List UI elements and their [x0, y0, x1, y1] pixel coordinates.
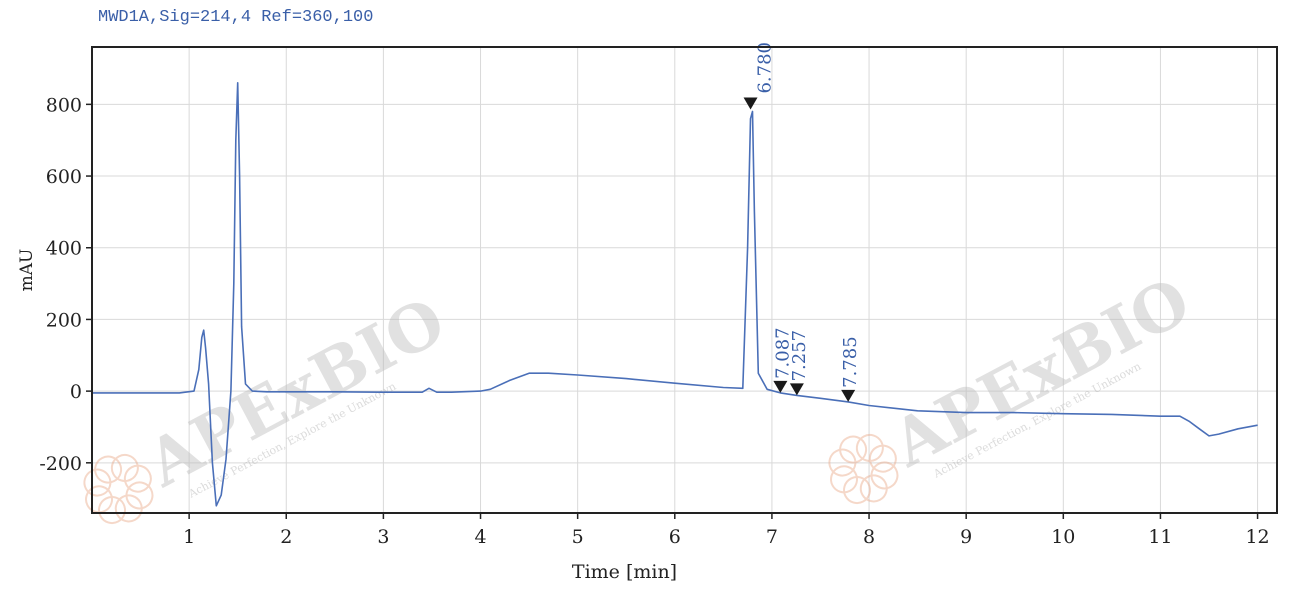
x-tick-label: 4: [474, 526, 486, 548]
watermark-petal: [868, 444, 897, 473]
peak-marker: [789, 383, 804, 396]
watermark-petal: [870, 461, 899, 490]
trace: [92, 82, 1258, 507]
peak-label: 7.087: [772, 327, 793, 379]
watermark-petal: [859, 474, 888, 503]
peak-label: 6.780: [755, 42, 776, 94]
watermark-petal: [830, 465, 859, 494]
watermark-petal: [125, 481, 154, 510]
y-tick-label: 600: [46, 166, 82, 188]
x-tick-label: 10: [1051, 526, 1075, 548]
watermark-petal: [828, 448, 857, 477]
signal-label: MWD1A,Sig=214,4 Ref=360,100: [98, 8, 374, 27]
y-tick-label: 200: [46, 309, 82, 331]
x-tick-label: 11: [1148, 526, 1172, 548]
x-tick-label: 5: [572, 526, 584, 548]
watermark-petal: [85, 485, 114, 514]
y-tick-label: 0: [70, 381, 82, 403]
peak-label: 7.785: [840, 336, 861, 388]
watermark-petal: [94, 455, 123, 484]
x-tick-label: 9: [960, 526, 972, 548]
x-tick-label: 1: [183, 526, 195, 548]
watermark-petal: [114, 494, 143, 523]
y-axis-label: mAU: [17, 249, 37, 292]
peak-marker: [743, 97, 758, 110]
watermark-petal: [839, 435, 868, 464]
y-tick-label: 800: [46, 94, 82, 116]
y-tick-label: 400: [46, 238, 82, 260]
x-tick-label: 7: [766, 526, 778, 548]
watermark-petal: [110, 453, 139, 482]
x-tick-label: 8: [863, 526, 875, 548]
watermark-petal: [855, 433, 884, 462]
watermark-petal: [123, 464, 152, 493]
watermark-petal: [843, 476, 872, 505]
grid: [92, 47, 1277, 513]
peak-label: 7.257: [789, 330, 810, 382]
x-tick-label: 12: [1245, 526, 1269, 548]
watermark-flower: [83, 453, 154, 525]
watermark-brand: APExBIO: [880, 263, 1203, 482]
plot-frame: [91, 46, 1278, 514]
watermark-flower: [828, 433, 899, 505]
peak-marker: [841, 389, 856, 402]
peak-marker: [773, 380, 788, 393]
x-axis-label: Time [min]: [572, 561, 677, 583]
series-line: [92, 82, 1258, 507]
y-tick-label: -200: [39, 453, 82, 475]
x-tick-label: 3: [377, 526, 389, 548]
watermark-petal: [98, 496, 127, 525]
x-tick-label: 6: [669, 526, 681, 548]
x-tick-label: 2: [280, 526, 292, 548]
